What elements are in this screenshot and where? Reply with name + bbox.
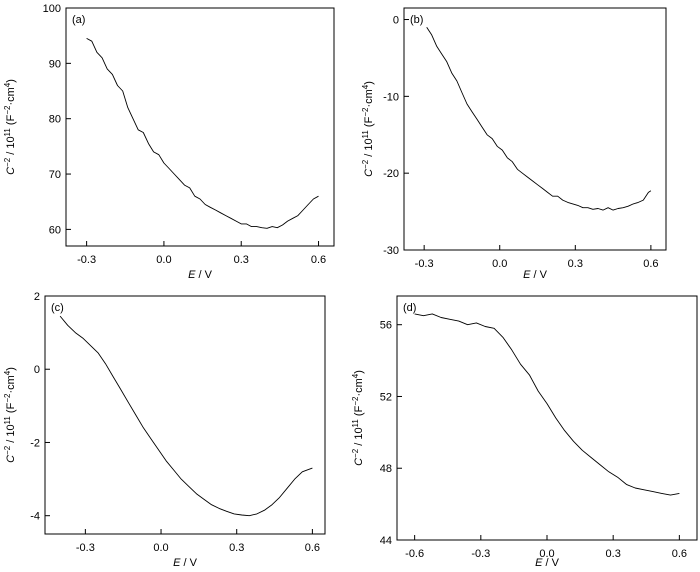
series-line <box>86 38 319 229</box>
x-tick-label: 0.6 <box>305 542 320 554</box>
y-tick-label: 44 <box>380 535 392 547</box>
x-axis-label: E / V <box>173 557 198 569</box>
y-tick-label: -10 <box>383 91 399 103</box>
panel-label: (d) <box>403 302 416 314</box>
y-tick-label: 90 <box>49 58 61 70</box>
panel-label: (c) <box>51 302 64 314</box>
x-tick-label: 0.6 <box>643 258 658 270</box>
x-tick-label: 0.0 <box>492 258 507 270</box>
y-tick-label: -20 <box>383 168 399 180</box>
x-tick-label: -0.3 <box>471 548 490 560</box>
series-line <box>426 26 652 211</box>
y-axis-label: C−2 / 1011 (F−2·cm4) <box>3 367 17 463</box>
panel-3: (d) -0.6 -0.3 0.0 0.3 0.6 44 48 52 56 E / V C−2 / 1… <box>351 295 698 569</box>
x-tick-label: 0.0 <box>156 254 171 266</box>
x-tick-label: -0.3 <box>76 542 95 554</box>
y-tick-label: 2 <box>34 291 40 303</box>
x-tick-label: 0.3 <box>229 542 244 554</box>
x-tick-label: -0.6 <box>405 548 424 560</box>
plot-frame <box>44 295 326 535</box>
x-axis-label: E / V <box>188 269 213 281</box>
panel-label: (b) <box>410 14 423 26</box>
panel-label: (a) <box>72 14 85 26</box>
y-tick-label: 70 <box>49 169 61 181</box>
y-tick-label: 100 <box>43 3 61 15</box>
y-tick-label: -2 <box>30 437 40 449</box>
y-tick-label: 60 <box>49 224 61 236</box>
y-tick-label: -4 <box>30 511 40 523</box>
x-tick-label: 0.3 <box>606 548 621 560</box>
x-tick-label: 0.6 <box>672 548 687 560</box>
x-tick-label: -0.3 <box>77 254 96 266</box>
plot-frame <box>65 7 335 247</box>
x-tick-label: 0.6 <box>311 254 326 266</box>
y-tick-label: -30 <box>383 245 399 257</box>
plot-frame <box>396 295 698 541</box>
x-tick-label: 0.3 <box>568 258 583 270</box>
panel-0: (a) -0.3 0.0 0.3 0.6 60 70 80 90 100 E / V C−2 / 10… <box>3 3 335 281</box>
y-tick-label: 0 <box>393 15 399 27</box>
x-tick-label: 0.0 <box>539 548 554 560</box>
y-axis-label: C−2 / 1011 (F−2·cm4) <box>361 81 375 177</box>
panel-1: (b) -0.3 0.0 0.3 0.6 -30 -20 -10 0 E / V C−2 / 101… <box>361 7 667 281</box>
x-tick-label: 0.0 <box>153 542 168 554</box>
y-axis-label: C−2 / 1011 (F−2·cm4) <box>351 370 365 466</box>
series-line <box>59 315 313 517</box>
plot-frame <box>403 7 667 251</box>
y-tick-label: 52 <box>380 391 392 403</box>
y-tick-label: 80 <box>49 114 61 126</box>
panel-2: (c) -0.3 0.0 0.3 0.6 -4 -2 0 2 E / V C−2 / 1011 (F… <box>3 291 326 569</box>
y-tick-label: 48 <box>380 463 392 475</box>
x-axis-label: E / V <box>523 269 548 281</box>
y-tick-label: 56 <box>380 320 392 332</box>
x-tick-label: -0.3 <box>415 258 434 270</box>
y-tick-label: 0 <box>34 364 40 376</box>
x-tick-label: 0.3 <box>234 254 249 266</box>
y-axis-label: C−2 / 1011 (F−2·cm4) <box>3 79 17 175</box>
x-axis-label: E / V <box>535 557 560 569</box>
series-line <box>414 313 680 496</box>
